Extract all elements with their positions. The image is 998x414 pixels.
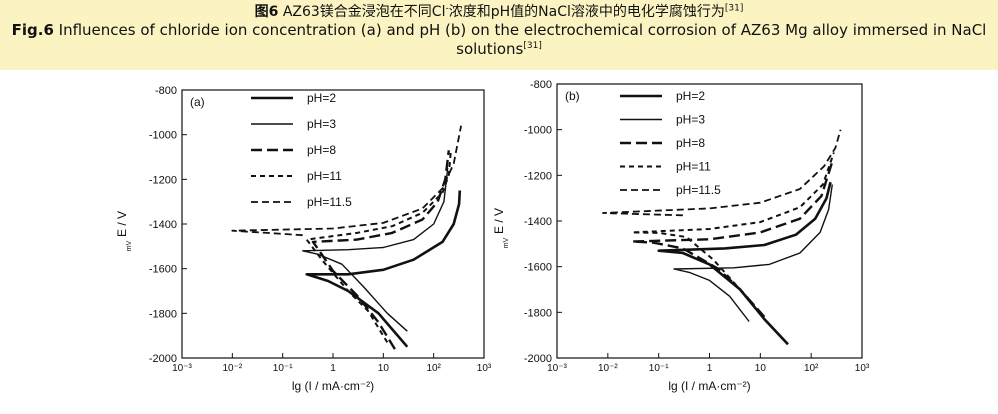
x-tick-label: 1 [707, 363, 713, 374]
x-axis-label: lg (I / mA·cm⁻²) [292, 379, 374, 393]
figure-panels: 10⁻³ 10⁻² 10⁻¹ 1 10 10² 10³ -800 -1000 -1200 -1400… [108, 72, 894, 410]
legend-label: pH=2 [307, 91, 336, 105]
x-tick-label: 10³ [477, 363, 492, 374]
x-tick-label: 10² [804, 363, 819, 374]
y-axis-label-subscript: mV [503, 237, 510, 248]
x-tick-label: 1 [330, 363, 336, 374]
caption-zh-label: 图6 [254, 4, 279, 20]
y-tick-label: -2000 [149, 353, 177, 365]
caption-zh-ref[interactable]: [31] [724, 3, 744, 14]
caption-en-ref[interactable]: [31] [523, 41, 542, 51]
y-tick-label: -1800 [149, 308, 177, 320]
series-line-ph-3 [673, 184, 833, 322]
chart-panel-b: 10⁻³ 10⁻² 10⁻¹ 1 10 10² 10³ -800 -1000 -1200 -1400… [492, 79, 870, 393]
x-axis-label: lg (I / mA·cm⁻²) [668, 379, 750, 393]
caption-en-text: Influences of chloride ion concentration… [58, 21, 987, 58]
legend-label: pH=11 [676, 160, 711, 174]
legend-label: pH=3 [676, 113, 705, 127]
plot-frame [556, 83, 863, 359]
series-line-ph-8 [630, 161, 834, 318]
y-tick-label: -1400 [524, 216, 552, 228]
x-tick-label: 10³ [855, 363, 870, 374]
y-tick-label: -1400 [149, 219, 177, 231]
chart-panel-a: 10⁻³ 10⁻² 10⁻¹ 1 10 10² 10³ -800 -1000 -1200 -1400… [115, 85, 492, 393]
y-tick-label: -1600 [149, 264, 177, 276]
y-tick-label: -800 [155, 85, 177, 97]
x-tick-label: 10 [378, 363, 390, 374]
legend-label: pH=11.5 [307, 195, 352, 209]
y-axis-label: E / V [492, 208, 506, 234]
caption-en: Fig.6 Influences of chloride ion concent… [0, 21, 998, 59]
caption-zh-text: AZ63镁合金浸泡在不同Cl [282, 4, 446, 20]
legend-label: pH=11.5 [676, 183, 721, 197]
y-tick-label: -1200 [524, 170, 552, 182]
caption-zh-text2: 浓度和pH值的NaCl溶液中的电化学腐蚀行为 [448, 4, 725, 20]
x-tick-label: 10⁻¹ [649, 363, 669, 374]
series-line-ph-11 [631, 152, 835, 313]
x-tick-label: 10 [755, 363, 767, 374]
panel-label: (a) [190, 95, 205, 109]
series-line-ph-2 [657, 181, 832, 346]
series-line-ph-8 [311, 150, 450, 350]
caption-zh: 图6 AZ63镁合金浸泡在不同Cl-浓度和pH值的NaCl溶液中的电化学腐蚀行为… [0, 0, 998, 21]
y-axis-label: E / V [115, 211, 129, 237]
caption-en-label: Fig.6 [11, 21, 54, 39]
polarization-charts: 10⁻³ 10⁻² 10⁻¹ 1 10 10² 10³ -800 -1000 -1200 -1400… [115, 79, 870, 393]
legend-label: pH=2 [676, 89, 705, 103]
series-line-ph-3 [302, 168, 449, 332]
series-line-ph-11-5 [231, 125, 462, 237]
legend-label: pH=8 [307, 143, 336, 157]
caption-zh-sup-minus: - [445, 3, 449, 14]
y-tick-label: -1800 [524, 307, 552, 319]
legend-label: pH=11 [307, 169, 342, 183]
series-line-ph-11-5 [602, 129, 842, 217]
y-tick-label: -800 [530, 79, 552, 91]
y-tick-label: -2000 [524, 353, 552, 365]
y-tick-label: -1600 [524, 262, 552, 274]
y-tick-label: -1200 [149, 174, 177, 186]
y-tick-label: -1000 [524, 125, 552, 137]
x-tick-label: 10⁻² [222, 363, 242, 374]
y-axis-label-subscript: mV [126, 240, 133, 251]
x-tick-label: 10⁻³ [547, 363, 567, 374]
x-tick-label: 10² [426, 363, 441, 374]
panel-label: (b) [565, 89, 580, 103]
legend-label: pH=8 [676, 136, 705, 150]
legend-label: pH=3 [307, 117, 336, 131]
x-tick-label: 10⁻³ [172, 363, 192, 374]
y-tick-label: -1000 [149, 130, 177, 142]
x-tick-label: 10⁻² [598, 363, 618, 374]
series-line-ph-11 [305, 150, 452, 343]
x-tick-label: 10⁻¹ [273, 363, 293, 374]
figure-caption: 图6 AZ63镁合金浸泡在不同Cl-浓度和pH值的NaCl溶液中的电化学腐蚀行为… [0, 0, 998, 70]
